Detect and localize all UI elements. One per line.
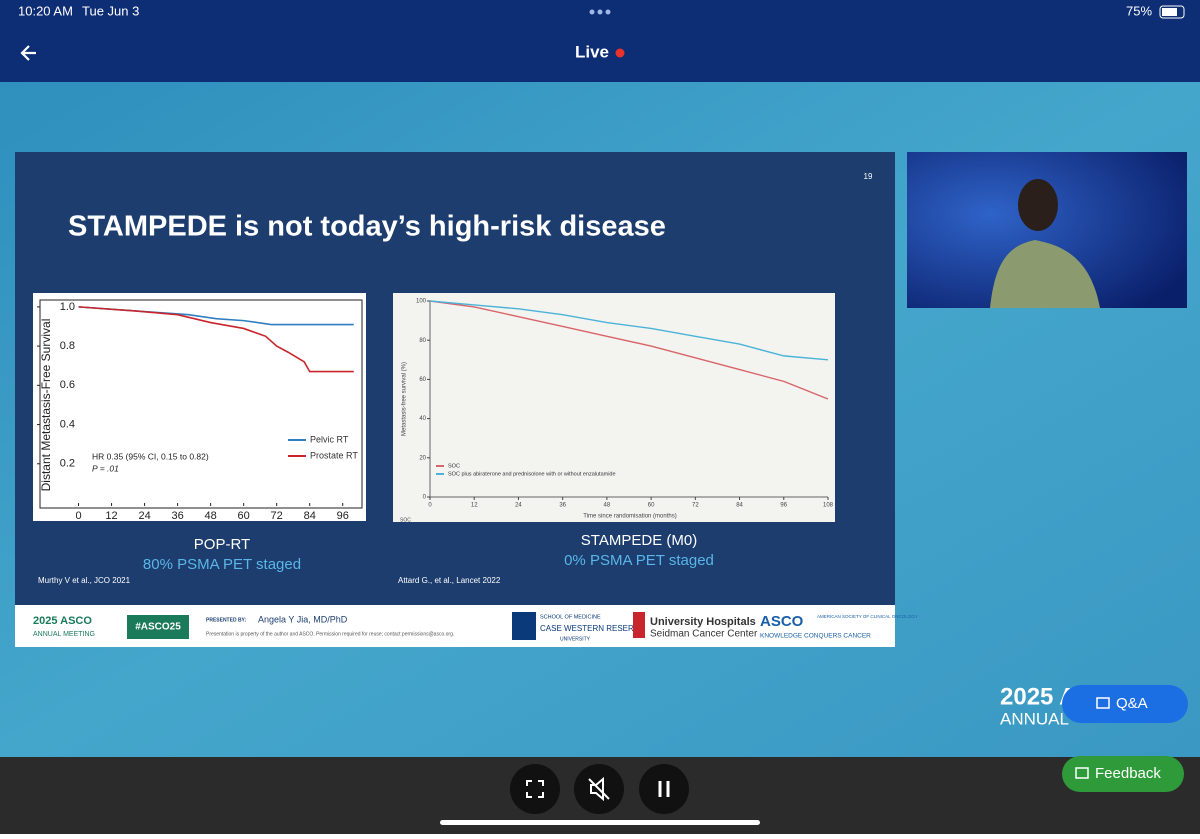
university: CASE WESTERN RESERVE (540, 624, 644, 633)
speaker-head (1018, 179, 1058, 231)
society: ASCO (760, 613, 804, 630)
fullscreen-button[interactable] (510, 764, 560, 814)
battery-icon (1159, 5, 1185, 19)
qa-button[interactable] (1062, 685, 1188, 723)
presented-by: PRESENTED BY: (206, 617, 247, 623)
university-sub: UNIVERSITY (560, 636, 591, 642)
status-time: 10:20 AM (18, 3, 73, 18)
citation: Murthy V et al., JCO 2021 (38, 576, 131, 585)
x-tick-label: 72 (692, 503, 699, 509)
hospital: University Hospitals (650, 616, 756, 628)
x-tick-label: 36 (559, 503, 566, 509)
y-axis-label: Metastasis-free survival (%) (402, 362, 408, 436)
x-tick-label: 12 (471, 503, 478, 509)
qa-icon (1096, 697, 1110, 709)
hospital-sub: Seidman Cancer Center (650, 629, 758, 640)
x-tick-label: 96 (337, 510, 349, 522)
school: SCHOOL OF MEDICINE (540, 614, 601, 620)
caption: POP-RT (194, 536, 250, 553)
y-tick-label: 1.0 (60, 301, 75, 313)
page-number: 19 (864, 172, 873, 181)
caption: STAMPEDE (M0) (581, 532, 697, 549)
meeting: ANNUAL MEETING (33, 631, 95, 638)
meeting-year: 2025 ASCO (33, 615, 92, 627)
presenter: Angela Y Jia, MD/PhD (258, 614, 348, 624)
subcaption: 80% PSMA PET staged (143, 556, 301, 573)
qa-label: Q&A (1116, 695, 1148, 712)
survival-curve (78, 306, 354, 373)
x-tick-label: 72 (271, 510, 283, 522)
watermark: ANNUAL (1000, 709, 1069, 728)
y-tick-label: 0 (423, 495, 427, 501)
y-tick-label: 0.8 (60, 340, 75, 352)
x-tick-label: 36 (171, 510, 183, 522)
legend-label: SOC plus abiraterone and prednisolone wi… (448, 471, 616, 477)
annotation: HR 0.35 (95% CI, 0.15 to 0.82) (92, 451, 209, 461)
uh-logo (633, 612, 645, 638)
survival-curve (429, 300, 829, 400)
tagline: KNOWLEDGE CONQUERS CANCER (760, 633, 871, 640)
y-tick-label: 80 (419, 338, 426, 344)
legend-label: SOC (448, 463, 460, 469)
home-indicator (440, 820, 760, 825)
status-battery: 75% (1126, 3, 1152, 18)
y-tick-label: 0.2 (60, 458, 75, 470)
x-tick-label: 12 (105, 510, 117, 522)
subcaption: 0% PSMA PET staged (564, 552, 714, 569)
x-tick-label: 0 (75, 510, 81, 522)
feedback-label: Feedback (1095, 765, 1161, 782)
x-tick-label: 108 (823, 503, 834, 509)
live-title: Live (575, 42, 609, 61)
x-tick-label: 84 (736, 503, 743, 509)
y-tick-label: 0.4 (60, 418, 75, 430)
dots (589, 9, 611, 15)
cwru-logo (512, 612, 536, 640)
x-tick-label: 48 (205, 510, 217, 522)
x-tick-label: 60 (648, 503, 655, 509)
society-name: AMERICAN SOCIETY OF CLINICAL ONCOLOGY (817, 614, 918, 619)
x-tick-label: 24 (138, 510, 150, 522)
pause-button[interactable] (639, 764, 689, 814)
y-tick-label: 20 (419, 455, 426, 461)
mute-icon (588, 776, 610, 802)
survival-curve (429, 300, 829, 361)
annotation: P = .01 (92, 463, 119, 473)
x-axis-label: Time since randomisation (months) (583, 514, 676, 520)
x-tick-label: 24 (515, 503, 522, 509)
hashtag: #ASCO25 (135, 622, 181, 633)
y-axis-label: Distant Metastasis-Free Survival (39, 319, 53, 492)
hashtag-box (127, 615, 189, 639)
legend-label: Pelvic RT (310, 434, 349, 444)
citation: Attard G., et al., Lancet 2022 (398, 576, 501, 585)
footnote: SOC (400, 517, 411, 523)
y-tick-label: 40 (419, 416, 426, 422)
battery-level (1162, 8, 1177, 16)
x-tick-label: 60 (238, 510, 250, 522)
legend-label: Prostate RT (310, 450, 358, 460)
right-chart-frame (393, 293, 835, 522)
status-date: Tue Jun 3 (82, 3, 139, 18)
y-tick-label: 0.6 (60, 379, 75, 391)
fullscreen-icon (526, 780, 544, 798)
y-tick-label: 60 (419, 377, 426, 383)
slide-title: STAMPEDE is not today’s high-risk diseas… (68, 211, 666, 243)
x-tick-label: 96 (780, 503, 787, 509)
feedback-button[interactable] (1062, 756, 1184, 792)
y-tick-label: 100 (416, 299, 427, 305)
pause-icon (658, 781, 670, 797)
speaker (990, 240, 1100, 308)
x-tick-label: 0 (428, 503, 432, 509)
left-chart-frame (33, 293, 366, 521)
x-tick-label: 48 (604, 503, 611, 509)
back-button[interactable] (20, 45, 36, 61)
feedback-icon (1075, 767, 1089, 779)
notice: Presentation is property of the author a… (206, 631, 454, 637)
left-plot-area (39, 299, 363, 509)
x-tick-label: 84 (304, 510, 316, 522)
live-dot (615, 48, 625, 58)
